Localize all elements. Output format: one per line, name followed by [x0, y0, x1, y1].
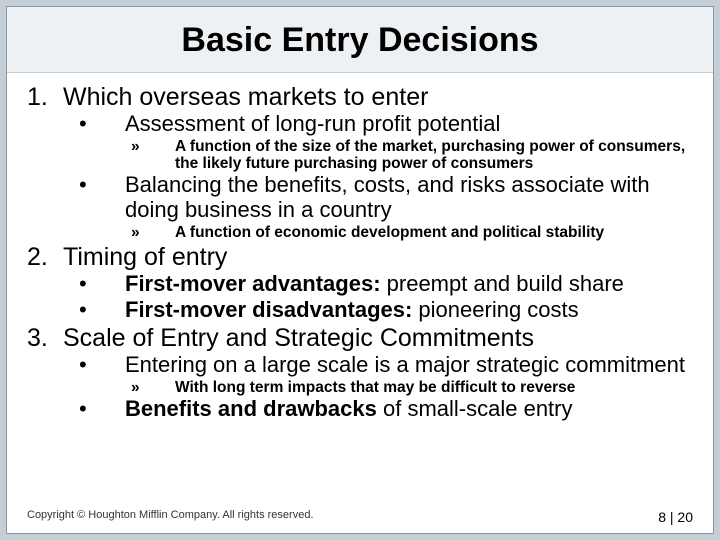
outline-level2: •Entering on a large scale is a major st… — [79, 353, 693, 378]
slide-frame: Basic Entry Decisions 1.Which overseas m… — [6, 6, 714, 534]
outline-level2: •First-mover disadvantages: pioneering c… — [79, 298, 693, 323]
outline-level3: »With long term impacts that may be diff… — [131, 379, 693, 396]
outline-level1: 1.Which overseas markets to enter — [27, 83, 693, 111]
outline-level2: •Assessment of long-run profit potential — [79, 112, 693, 137]
outline-level3: »A function of the size of the market, p… — [131, 138, 693, 173]
outline-level1: 3.Scale of Entry and Strategic Commitmen… — [27, 324, 693, 352]
slide-footer: Copyright © Houghton Mifflin Company. Al… — [27, 509, 693, 525]
slide-title: Basic Entry Decisions — [7, 21, 713, 60]
outline-level2: •Benefits and drawbacks of small-scale e… — [79, 397, 693, 422]
page-number: 8 | 20 — [658, 509, 693, 525]
title-band: Basic Entry Decisions — [7, 7, 713, 73]
outline-level1: 2.Timing of entry — [27, 243, 693, 271]
outline-level3: »A function of economic development and … — [131, 224, 693, 241]
outline-level2: •Balancing the benefits, costs, and risk… — [79, 173, 693, 222]
copyright-text: Copyright © Houghton Mifflin Company. Al… — [27, 509, 314, 525]
outline-level2: •First-mover advantages: preempt and bui… — [79, 272, 693, 297]
slide-content: 1.Which overseas markets to enter•Assess… — [7, 73, 713, 533]
